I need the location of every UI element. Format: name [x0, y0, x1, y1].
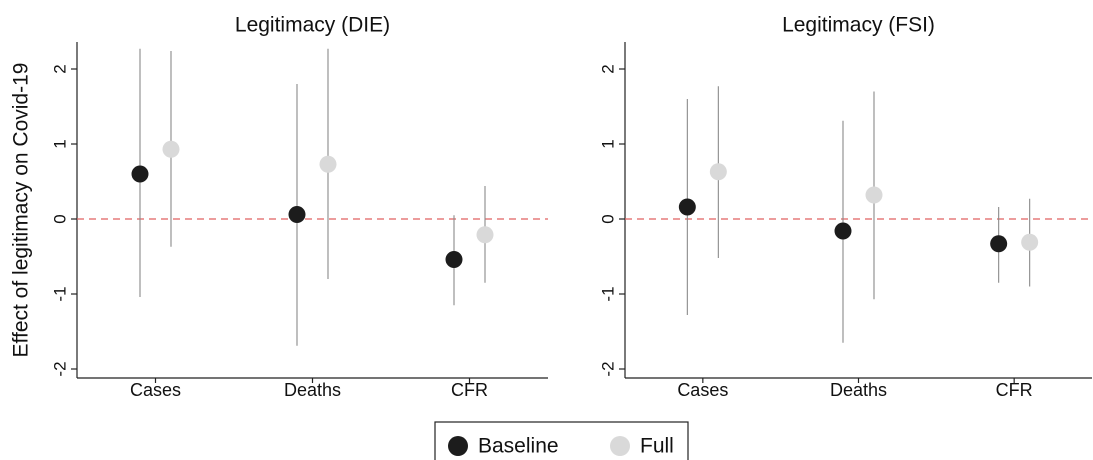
y-tick-label: -2 [50, 361, 69, 376]
point-estimate [990, 235, 1008, 253]
x-tick-label: Cases [677, 380, 728, 400]
x-tick-label: Cases [130, 380, 181, 400]
y-tick-label: 0 [50, 214, 69, 223]
point-estimate [1021, 233, 1039, 251]
point-estimate [131, 165, 149, 183]
point-estimate [865, 186, 883, 204]
x-tick-label: CFR [996, 380, 1033, 400]
point-estimate [709, 163, 727, 181]
x-tick-label: Deaths [830, 380, 887, 400]
chart-title: Legitimacy (FSI) [782, 14, 935, 37]
legend-box [434, 421, 689, 460]
point-estimate [288, 206, 306, 223]
y-tick-label: -2 [598, 361, 617, 376]
x-tick-label: Deaths [284, 380, 341, 400]
chart-title: Legitimacy (DIE) [235, 14, 390, 37]
legend-label: Full [640, 435, 674, 458]
legend-label: Baseline [478, 435, 559, 458]
point-estimate [319, 155, 337, 173]
y-tick-label: 1 [50, 139, 69, 148]
y-tick-label: 2 [598, 64, 617, 73]
legend-marker [448, 436, 468, 456]
point-estimate [678, 198, 696, 216]
point-estimate [445, 251, 463, 268]
y-tick-label: -1 [50, 286, 69, 301]
y-tick-label: 2 [50, 64, 69, 73]
point-estimate [476, 226, 494, 244]
point-estimate [834, 222, 852, 240]
x-tick-label: CFR [451, 380, 488, 400]
point-estimate [162, 140, 180, 158]
y-tick-label: 0 [598, 214, 617, 223]
y-tick-label: 1 [598, 139, 617, 148]
y-tick-label: -1 [598, 286, 617, 301]
legend-marker [610, 436, 630, 456]
y-axis-label: Effect of legitimacy on Covid-19 [10, 63, 33, 358]
